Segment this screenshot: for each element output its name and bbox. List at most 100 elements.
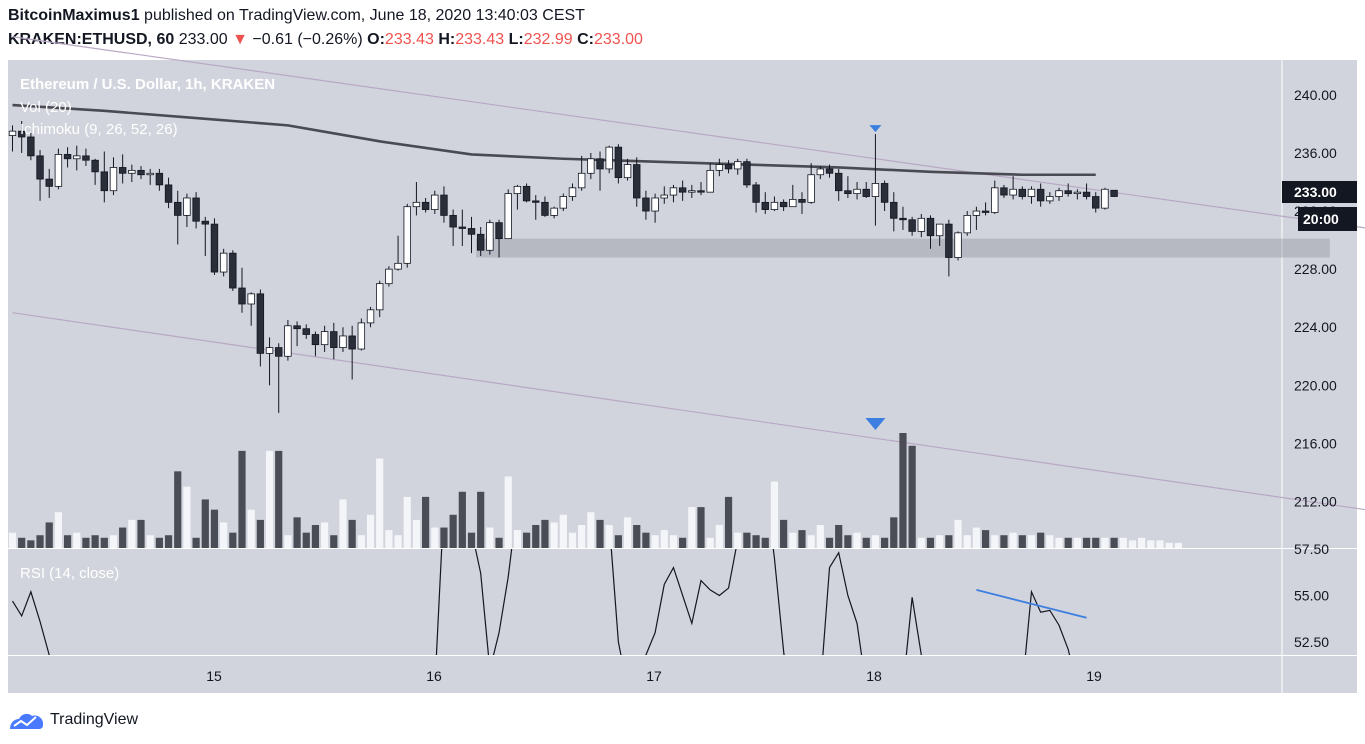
volume-bar (321, 522, 329, 548)
rsi-tick-label: 52.50 (1294, 634, 1329, 650)
candle (899, 206, 907, 230)
volume-bar (1046, 535, 1054, 548)
candle-body (458, 226, 467, 229)
volume-bar (100, 537, 108, 548)
volume-bar (293, 517, 301, 548)
volume-bar (899, 433, 907, 548)
price-tick-label: 224.00 (1294, 319, 1337, 335)
volume-legend[interactable]: Vol (20) (20, 99, 72, 116)
candle-body (1073, 191, 1082, 195)
volume-bar (256, 519, 264, 548)
candle-body (577, 172, 586, 189)
candle (476, 227, 485, 257)
candle (375, 280, 384, 318)
annotation-markers[interactable] (865, 125, 886, 430)
candle-body (293, 325, 301, 330)
candle-body (724, 164, 733, 170)
candle-body (495, 222, 503, 240)
volume-bar (945, 535, 953, 548)
candle (669, 184, 678, 203)
volume-bar (1037, 532, 1045, 548)
time-tick-label: 19 (1086, 668, 1102, 684)
candle-body (219, 252, 228, 273)
candle-body (880, 183, 889, 203)
volume-bar (633, 525, 641, 548)
volume-bar (908, 445, 916, 548)
volume-bar (1000, 535, 1008, 548)
volume-bar (780, 519, 788, 548)
candle (568, 183, 577, 201)
price-peak-marker-icon[interactable] (869, 125, 882, 133)
support-zone-rect[interactable] (476, 238, 1330, 258)
volume-bar (91, 535, 99, 548)
candle-body (183, 197, 191, 216)
candles (8, 121, 1118, 413)
candle-body (320, 331, 329, 346)
candle-body (45, 178, 53, 187)
candle-body (504, 193, 512, 240)
candle-body (972, 210, 981, 216)
ichimoku-line (12, 103, 1096, 177)
candle-body (871, 183, 880, 197)
candle (532, 195, 540, 220)
candle (164, 177, 173, 209)
volume-bar (1082, 537, 1091, 548)
candle (302, 324, 310, 339)
volume-peak-marker-icon[interactable] (865, 418, 886, 430)
candle (761, 192, 769, 214)
candle-body (807, 174, 815, 203)
volume-bar (660, 530, 668, 548)
candle-body (605, 146, 613, 170)
volume-bar (348, 519, 356, 548)
candle (293, 321, 301, 347)
candle (82, 148, 90, 167)
symbol-label: KRAKEN:ETHUSD, 60 (8, 31, 175, 48)
author-name[interactable]: BitcoinMaximus1 (8, 7, 140, 24)
volume-bar (366, 514, 375, 548)
price-tick-label: 212.00 (1294, 494, 1337, 510)
support-zone[interactable] (476, 238, 1330, 258)
candle-body (550, 207, 558, 216)
rsi-legend[interactable]: RSI (14, close) (20, 565, 119, 582)
candle-body (27, 136, 35, 157)
candle (63, 147, 72, 168)
candle (1046, 192, 1054, 204)
candle-body (284, 325, 292, 357)
candle-body (1046, 196, 1054, 202)
tradingview-logo-icon[interactable] (8, 709, 46, 731)
ichimoku-legend[interactable]: Ichimoku (9, 26, 52, 26) (20, 121, 178, 138)
volume-bar (201, 499, 209, 548)
candle (45, 168, 53, 198)
candle-body (1082, 191, 1091, 197)
candle-body (412, 201, 421, 208)
candle (541, 196, 549, 217)
channel-lower-line[interactable] (12, 312, 1365, 513)
volume-bar (1092, 537, 1100, 548)
volume-bar (844, 535, 852, 548)
candle-body (302, 328, 310, 335)
channel-lines[interactable] (12, 36, 1365, 513)
volume-bar (1110, 537, 1118, 548)
candle-body (348, 335, 356, 350)
footer-brand[interactable]: TradingView (50, 711, 139, 728)
candle-body (100, 171, 108, 192)
volume-bar (376, 458, 384, 548)
candle-body (816, 168, 825, 176)
volume-bar (467, 532, 476, 548)
channel-upper-line[interactable] (12, 36, 1365, 232)
candle-body (715, 164, 724, 171)
candle-body (109, 167, 118, 192)
candle (660, 186, 668, 204)
candle (36, 150, 44, 201)
change-value: −0.61 (−0.26%) (252, 31, 363, 48)
chart-legend-title: Ethereum / U.S. Dollar, 1h, KRAKEN (20, 76, 275, 93)
candle (926, 215, 935, 249)
volume-bar (1119, 537, 1127, 548)
rsi-divergence-line[interactable] (976, 589, 1087, 619)
volume-bar (302, 532, 310, 548)
candle-body (917, 217, 926, 232)
price-tick-label: 220.00 (1294, 377, 1337, 393)
candle (1009, 176, 1017, 200)
price-axis[interactable] (1282, 60, 1357, 693)
